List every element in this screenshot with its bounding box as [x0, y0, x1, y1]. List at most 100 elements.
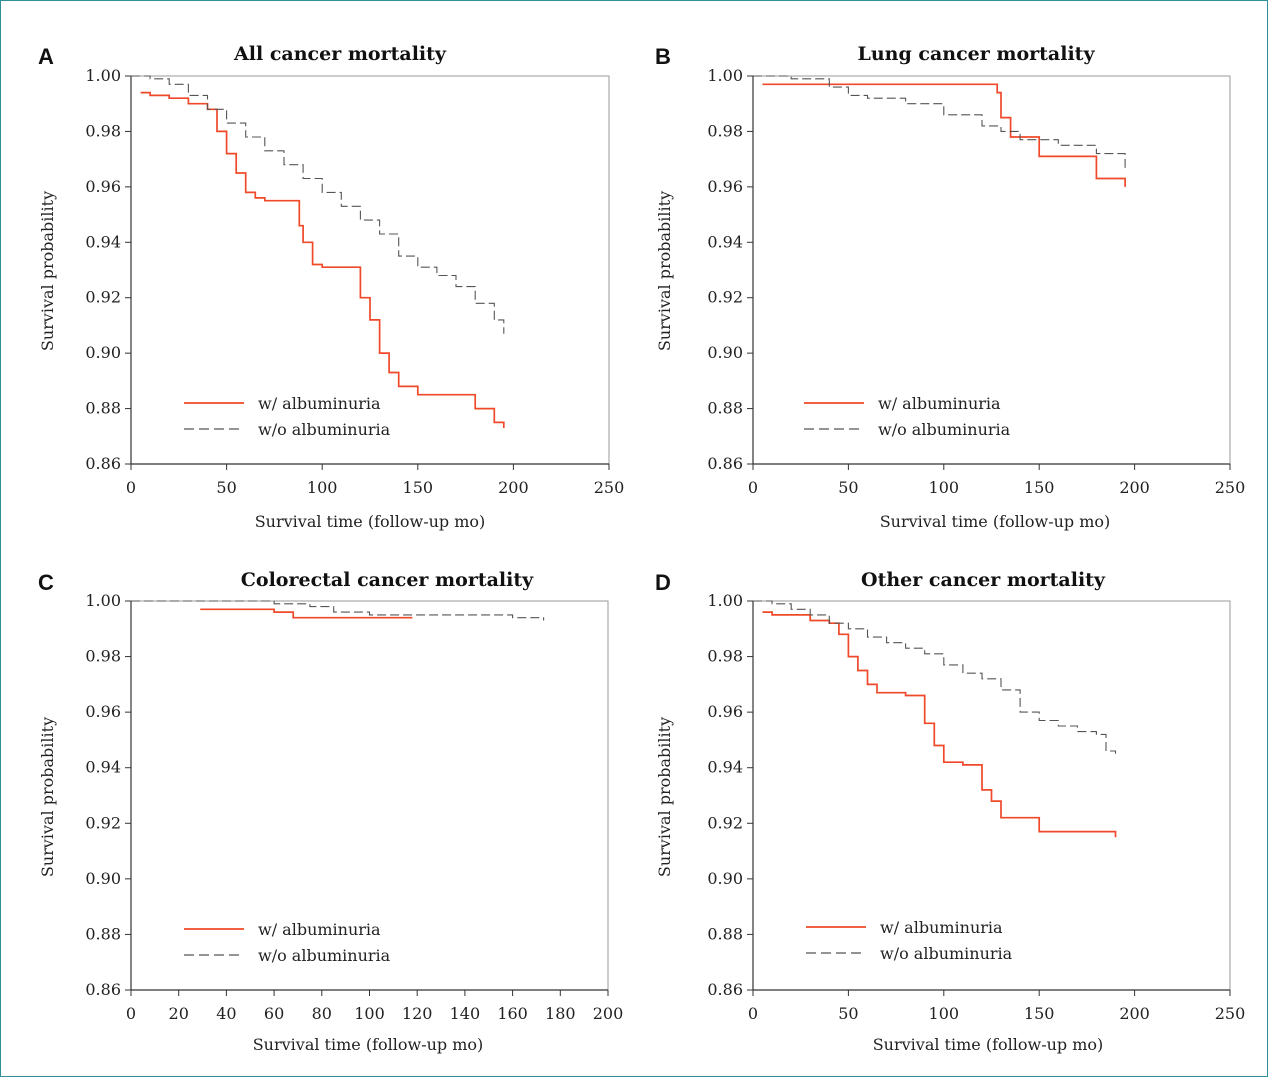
y-tick-label: 0.90: [707, 343, 743, 362]
y-tick-label: 0.98: [85, 121, 121, 140]
legend-label-without: w/o albuminuria: [880, 944, 1013, 963]
x-tick-label: 200: [1119, 478, 1150, 497]
series-line-with-albuminuria: [200, 608, 413, 619]
y-tick-label: 0.92: [707, 288, 743, 307]
x-tick-label: 250: [1215, 1004, 1246, 1023]
y-tick-label: 1.00: [85, 66, 121, 85]
y-axis-label: Survival probability: [655, 717, 674, 877]
panel-d: D Other cancer mortality Survival probab…: [655, 569, 1245, 1054]
y-tick-label: 0.98: [85, 647, 121, 666]
y-tick-label: 0.96: [707, 702, 743, 721]
x-tick-label: 200: [498, 478, 529, 497]
panel-letter: C: [38, 570, 54, 595]
x-tick-label: 0: [126, 478, 136, 497]
x-tick-label: 0: [748, 1004, 758, 1023]
x-tick-label: 200: [593, 1004, 624, 1023]
x-tick-label: 0: [126, 1004, 136, 1023]
y-tick-label: 0.86: [707, 980, 743, 999]
y-tick-label: 0.88: [707, 924, 743, 943]
y-tick-label: 0.90: [85, 343, 121, 362]
plot-area: 0.86 0.88 0.90 0.92 0.94 0.96 0.98 1.00 0 50 100 15…: [707, 66, 1245, 497]
x-tick-label: 50: [838, 1004, 858, 1023]
x-tick-label: 150: [403, 478, 434, 497]
y-axis-label: Survival probability: [655, 191, 674, 351]
x-tick-label: 80: [312, 1004, 332, 1023]
y-tick-label: 0.94: [707, 758, 743, 777]
legend-label-without: w/o albuminuria: [258, 946, 391, 965]
y-tick-label: 0.86: [85, 980, 121, 999]
y-tick-label: 0.94: [707, 232, 743, 251]
x-axis-label: Survival time (follow-up mo): [253, 1035, 484, 1054]
x-tick-label: 250: [1215, 478, 1246, 497]
panel-letter: A: [38, 44, 54, 69]
y-axis-label: Survival probability: [38, 717, 57, 877]
y-tick-label: 0.88: [707, 399, 743, 418]
panel-a: A All cancer mortality Survival probabil…: [38, 43, 624, 531]
series-line-with-albuminuria: [140, 91, 505, 428]
y-tick-label: 0.96: [85, 177, 121, 196]
x-axis-label: Survival time (follow-up mo): [255, 512, 486, 531]
legend: w/ albuminuria w/o albuminuria: [806, 918, 1013, 963]
x-tick-label: 200: [1119, 1004, 1150, 1023]
x-tick-label: 50: [838, 478, 858, 497]
y-tick-label: 1.00: [85, 591, 121, 610]
x-tick-label: 150: [1024, 1004, 1055, 1023]
y-axis-label: Survival probability: [38, 191, 57, 351]
legend: w/ albuminuria w/o albuminuria: [184, 920, 391, 965]
chart-title: Lung cancer mortality: [858, 43, 1096, 65]
y-tick-label: 0.86: [707, 454, 743, 473]
legend-label-with: w/ albuminuria: [880, 918, 1003, 937]
x-tick-label: 120: [402, 1004, 433, 1023]
legend-label-without: w/o albuminuria: [878, 420, 1011, 439]
y-tick-label: 0.88: [85, 399, 121, 418]
plot-area: 0.86 0.88 0.90 0.92 0.94 0.96 0.98 1.00 0 50 100 15…: [707, 591, 1245, 1023]
legend-label-without: w/o albuminuria: [258, 420, 391, 439]
x-tick-label: 150: [1024, 478, 1055, 497]
panel-letter: D: [655, 570, 671, 595]
panel-b: B Lung cancer mortality Survival probabi…: [655, 43, 1245, 531]
y-tick-label: 0.92: [85, 813, 121, 832]
x-tick-label: 100: [929, 1004, 960, 1023]
x-tick-label: 20: [169, 1004, 189, 1023]
y-tick-label: 0.94: [85, 232, 121, 251]
panel-c: C Colorectal cancer mortality Survival p…: [38, 569, 623, 1054]
y-tick-label: 0.92: [85, 288, 121, 307]
legend-label-with: w/ albuminuria: [258, 394, 381, 413]
x-tick-label: 60: [264, 1004, 284, 1023]
y-tick-label: 0.98: [707, 121, 743, 140]
x-tick-label: 100: [929, 478, 960, 497]
legend: w/ albuminuria w/o albuminuria: [804, 394, 1011, 439]
chart-title: All cancer mortality: [233, 43, 447, 65]
x-tick-label: 160: [497, 1004, 528, 1023]
x-tick-label: 50: [216, 478, 236, 497]
y-tick-label: 1.00: [707, 66, 743, 85]
legend: w/ albuminuria w/o albuminuria: [184, 394, 391, 439]
x-axis-label: Survival time (follow-up mo): [880, 512, 1111, 531]
y-tick-label: 0.96: [707, 177, 743, 196]
y-tick-label: 0.92: [707, 813, 743, 832]
plot-area: 0.86 0.88 0.90 0.92 0.94 0.96 0.98 1.00 0 20 40 60 8…: [85, 591, 623, 1023]
series-line-without-albuminuria: [753, 75, 1126, 171]
x-tick-label: 40: [216, 1004, 236, 1023]
y-tick-label: 0.96: [85, 702, 121, 721]
series-line-without-albuminuria: [131, 600, 545, 621]
plot-area: 0.86 0.88 0.90 0.92 0.94 0.96 0.98 1.00 0 50 100 15…: [85, 66, 624, 497]
legend-label-with: w/ albuminuria: [258, 920, 381, 939]
y-tick-label: 0.90: [85, 869, 121, 888]
series-line-with-albuminuria: [762, 611, 1117, 838]
y-tick-label: 0.98: [707, 647, 743, 666]
y-tick-label: 0.86: [85, 454, 121, 473]
y-tick-label: 0.94: [85, 758, 121, 777]
chart-title: Other cancer mortality: [861, 569, 1106, 591]
series-line-without-albuminuria: [131, 75, 505, 334]
y-tick-label: 0.88: [85, 924, 121, 943]
y-tick-label: 0.90: [707, 869, 743, 888]
x-tick-label: 0: [748, 478, 758, 497]
x-tick-label: 140: [450, 1004, 481, 1023]
chart-title: Colorectal cancer mortality: [241, 569, 534, 591]
x-tick-label: 100: [307, 478, 338, 497]
y-tick-label: 1.00: [707, 591, 743, 610]
x-axis-label: Survival time (follow-up mo): [873, 1035, 1104, 1054]
